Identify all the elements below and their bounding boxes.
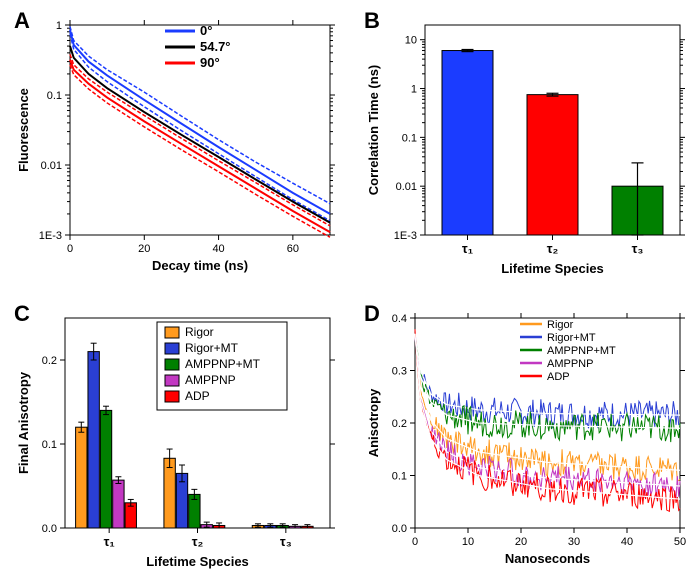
svg-text:60: 60 bbox=[287, 243, 299, 255]
panel-A-label: A bbox=[14, 8, 30, 34]
panel-A: A 1E-3 0.01 0.1 1 0 20 40 60 Decay time (ns) Fluo… bbox=[10, 10, 340, 283]
panel-C-label: C bbox=[14, 301, 30, 327]
svg-text:Lifetime Species: Lifetime Species bbox=[146, 554, 249, 569]
svg-text:Rigor+MT: Rigor+MT bbox=[547, 332, 596, 344]
svg-text:τ₂: τ₂ bbox=[192, 534, 204, 549]
svg-text:10: 10 bbox=[405, 35, 417, 47]
svg-text:0.01: 0.01 bbox=[41, 160, 62, 172]
panel-C: C 0.0 0.1 0.2 τ₁ τ₂ τ₃ Lifetime Species Final A… bbox=[10, 303, 340, 576]
svg-text:Correlation Time (ns): Correlation Time (ns) bbox=[366, 65, 381, 196]
chart-A: 1E-3 0.01 0.1 1 0 20 40 60 Decay time (ns) Fluore… bbox=[10, 10, 340, 280]
svg-text:0.4: 0.4 bbox=[392, 313, 407, 325]
svg-text:Rigor: Rigor bbox=[547, 319, 574, 331]
svg-text:0: 0 bbox=[67, 243, 73, 255]
svg-text:54.7°: 54.7° bbox=[200, 39, 231, 54]
svg-text:0.0: 0.0 bbox=[392, 523, 407, 535]
chart-B: 1E-3 0.01 0.1 1 10 τ₁ τ₂ τ₃ Lifetime Species Corr… bbox=[360, 10, 690, 280]
svg-text:90°: 90° bbox=[200, 55, 220, 70]
svg-text:Fluorescence: Fluorescence bbox=[16, 88, 31, 172]
svg-text:Lifetime Species: Lifetime Species bbox=[501, 261, 604, 276]
svg-text:1: 1 bbox=[411, 84, 417, 96]
chart-C: 0.0 0.1 0.2 τ₁ τ₂ τ₃ Lifetime Species Final Ani… bbox=[10, 303, 340, 573]
svg-text:40: 40 bbox=[621, 536, 633, 548]
svg-text:0.1: 0.1 bbox=[392, 471, 407, 483]
svg-text:0.0: 0.0 bbox=[42, 523, 57, 535]
panel-D: D 0.0 0.1 0.2 0.3 0.4 0 10 20 30 40 50 Nanoseconds A… bbox=[360, 303, 690, 576]
svg-text:AMPPNP: AMPPNP bbox=[547, 358, 593, 370]
svg-text:Nanoseconds: Nanoseconds bbox=[505, 551, 590, 566]
svg-text:Rigor: Rigor bbox=[185, 325, 214, 339]
svg-text:Decay time (ns): Decay time (ns) bbox=[152, 258, 248, 273]
svg-text:1E-3: 1E-3 bbox=[394, 230, 417, 242]
svg-text:50: 50 bbox=[674, 536, 686, 548]
svg-text:0°: 0° bbox=[200, 23, 212, 38]
svg-text:Final Anisotropy: Final Anisotropy bbox=[16, 371, 31, 474]
svg-text:Rigor+MT: Rigor+MT bbox=[185, 341, 239, 355]
svg-text:τ₃: τ₃ bbox=[280, 534, 292, 549]
svg-text:10: 10 bbox=[462, 536, 474, 548]
svg-text:τ₃: τ₃ bbox=[632, 241, 644, 256]
svg-text:40: 40 bbox=[212, 243, 224, 255]
svg-text:AMPPNP+MT: AMPPNP+MT bbox=[547, 345, 616, 357]
figure-grid: A 1E-30.010.110204060Decay time (ns)Fluo… bbox=[10, 10, 683, 576]
svg-text:Anisotropy: Anisotropy bbox=[366, 388, 381, 457]
svg-text:20: 20 bbox=[515, 536, 527, 548]
svg-text:AMPPNP: AMPPNP bbox=[185, 373, 236, 387]
svg-text:0.1: 0.1 bbox=[402, 132, 417, 144]
svg-text:0.3: 0.3 bbox=[392, 366, 407, 378]
svg-text:0.1: 0.1 bbox=[47, 90, 62, 102]
svg-text:0.1: 0.1 bbox=[42, 439, 57, 451]
svg-text:τ₁: τ₁ bbox=[462, 241, 473, 256]
svg-text:1: 1 bbox=[56, 20, 62, 32]
svg-text:τ₂: τ₂ bbox=[547, 241, 559, 256]
svg-text:0.01: 0.01 bbox=[396, 181, 417, 193]
svg-text:0.2: 0.2 bbox=[42, 355, 57, 367]
panel-D-label: D bbox=[364, 301, 380, 327]
svg-text:τ₁: τ₁ bbox=[104, 534, 115, 549]
svg-text:30: 30 bbox=[568, 536, 580, 548]
chart-D: 0.0 0.1 0.2 0.3 0.4 0 10 20 30 40 50 Nanoseconds Ani… bbox=[360, 303, 690, 573]
svg-text:0.2: 0.2 bbox=[392, 418, 407, 430]
svg-text:ADP: ADP bbox=[547, 371, 570, 383]
svg-text:0: 0 bbox=[412, 536, 418, 548]
panel-B: B 1E-3 0.01 0.1 1 10 τ₁ τ₂ τ₃ Lifetime Species Co… bbox=[360, 10, 690, 283]
svg-text:1E-3: 1E-3 bbox=[39, 230, 62, 242]
panel-B-label: B bbox=[364, 8, 380, 34]
svg-text:20: 20 bbox=[138, 243, 150, 255]
svg-text:AMPPNP+MT: AMPPNP+MT bbox=[185, 357, 261, 371]
svg-text:ADP: ADP bbox=[185, 389, 210, 403]
